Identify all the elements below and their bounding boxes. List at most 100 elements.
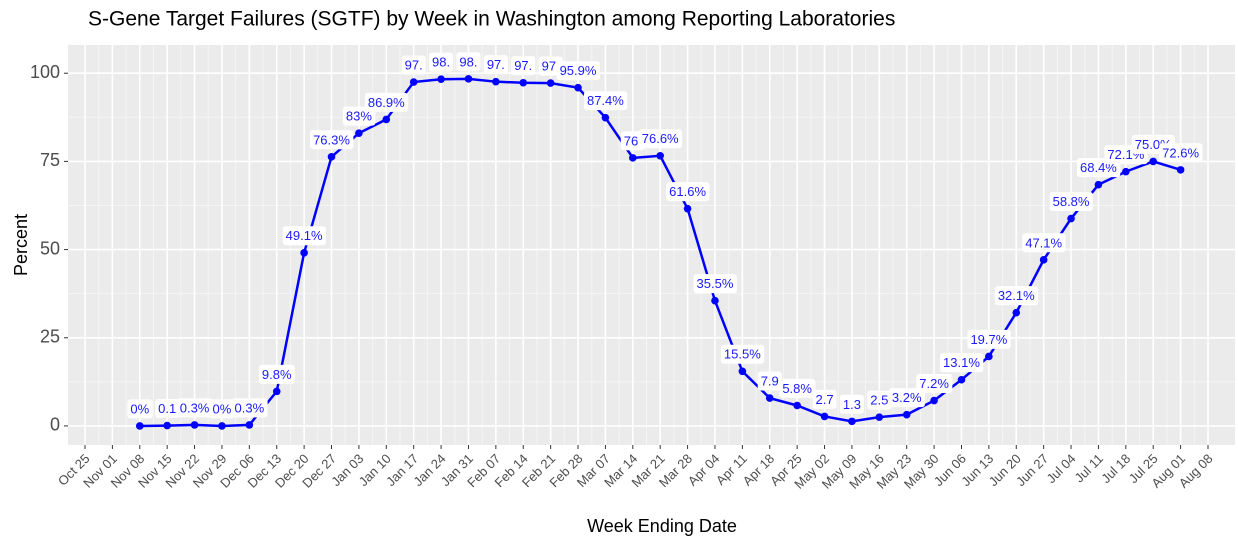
value-label-box (757, 371, 782, 391)
value-label-box (812, 389, 837, 409)
value-label-text: 3.2% (892, 390, 922, 405)
value-label-box (693, 274, 737, 294)
value-label: 32.1% (994, 286, 1039, 306)
value-label-text: 97. (542, 59, 560, 74)
value-label-text: 76.6% (642, 131, 679, 146)
value-label-box (231, 398, 268, 418)
value-label: 0.1 (155, 399, 180, 419)
value-label: 7.2% (916, 373, 953, 393)
point (135, 422, 144, 430)
value-label-text: 76.3% (313, 132, 350, 147)
value-label: 95.9% (556, 61, 600, 81)
point (464, 75, 473, 83)
point (492, 77, 500, 86)
value-label: 86.9% (364, 92, 409, 112)
point (656, 151, 664, 160)
point (245, 421, 254, 429)
value-label-box (511, 56, 536, 76)
x-tick-label: Jul 04 (1043, 451, 1078, 486)
value-label-text: 97. (405, 57, 423, 72)
point (793, 401, 801, 410)
point (1094, 180, 1103, 189)
value-label-box (1022, 233, 1066, 253)
y-tick-label: 100 (30, 62, 60, 82)
value-label-text: 95.9% (560, 63, 597, 78)
value-label-text: 98. (459, 54, 477, 69)
value-label: 7.9 (757, 371, 782, 391)
point (574, 83, 582, 92)
point (382, 115, 391, 124)
value-label: 98. (456, 52, 481, 72)
point (519, 78, 528, 87)
value-label: 35.5% (693, 274, 737, 294)
value-label-box (583, 91, 628, 111)
value-label-text: 2.7 (815, 392, 833, 407)
value-label-text: 7.9 (761, 374, 779, 389)
value-label-box (209, 399, 235, 419)
point (985, 352, 993, 361)
point (546, 79, 555, 87)
point (930, 396, 938, 405)
point (902, 410, 911, 419)
value-label-text: 9.8% (262, 367, 292, 382)
point (1012, 308, 1021, 317)
value-label: 9.8% (258, 364, 295, 384)
value-label: 2.5 (867, 390, 892, 410)
point (765, 394, 774, 402)
point (1149, 157, 1158, 166)
value-label: 3.2% (888, 388, 925, 408)
value-label: 97. (511, 56, 536, 76)
value-label-box (779, 378, 816, 398)
value-label: 0% (209, 399, 235, 419)
point (218, 422, 226, 430)
value-label-box (839, 394, 864, 414)
point (629, 154, 637, 162)
value-label: 15.5% (720, 344, 765, 364)
value-label: 0.3% (231, 398, 268, 418)
value-label-box (867, 390, 892, 410)
value-label-text: 1.3 (843, 397, 861, 412)
value-label-text: 87.4% (587, 93, 624, 108)
value-label: 61.6% (666, 182, 710, 202)
y-tick-label: 50 (40, 238, 60, 258)
point (1039, 256, 1048, 264)
x-tick-label: Apr 04 (685, 451, 723, 489)
value-label-text: 13.1% (943, 355, 980, 370)
value-label-box (282, 226, 326, 246)
point (875, 413, 884, 421)
value-label-box (940, 353, 984, 373)
value-label-text: 49.1% (286, 228, 323, 243)
point (820, 412, 829, 421)
value-label-text: 15.5% (724, 347, 761, 362)
point (1067, 214, 1075, 223)
y-tick-label: 25 (40, 327, 60, 347)
value-label-text: 2.5 (870, 393, 888, 408)
value-label-text: 58.8% (1053, 194, 1090, 209)
value-label-text: 0% (130, 401, 149, 416)
chart-title: S-Gene Target Failures (SGTF) by Week in… (88, 8, 895, 31)
value-label-box (994, 286, 1039, 306)
value-label-text: 72.6% (1162, 145, 1199, 160)
value-label-text: 35.5% (697, 276, 734, 291)
value-label-box (666, 182, 710, 202)
point (601, 113, 610, 122)
value-label-box (1159, 143, 1203, 163)
value-label-text: 86.9% (368, 95, 405, 110)
value-label: 76.6% (638, 129, 683, 149)
value-label-box (176, 398, 213, 418)
y-tick-label: 0 (50, 415, 60, 435)
value-label-box (1049, 191, 1093, 211)
x-tick-label: Jul 18 (1098, 451, 1133, 486)
value-label: 87.4% (583, 91, 628, 111)
value-label-box (638, 129, 683, 149)
point (163, 421, 171, 430)
point (272, 387, 281, 396)
value-label: 58.8% (1049, 191, 1093, 211)
value-label-text: 0.1 (158, 401, 176, 416)
y-axis-title: Percent (11, 214, 31, 276)
value-label-box (429, 52, 454, 72)
value-label-text: 97. (514, 58, 532, 73)
point (327, 153, 336, 161)
value-label: 97. (401, 55, 426, 75)
value-label-box (401, 55, 426, 75)
